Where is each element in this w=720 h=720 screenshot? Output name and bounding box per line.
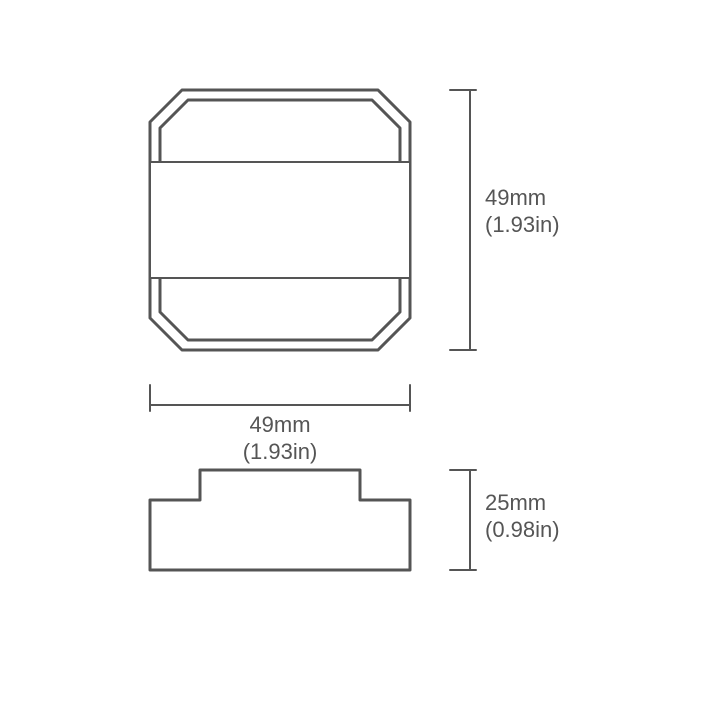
side-view: [150, 470, 410, 570]
dim-width-mm: 49mm: [249, 412, 310, 437]
dim-depth-mm: 25mm: [485, 490, 546, 515]
dim-height-mm: 49mm: [485, 185, 546, 210]
dim-height-in: (1.93in): [485, 212, 560, 237]
dim-depth-in: (0.98in): [485, 517, 560, 542]
top-view: [150, 90, 410, 350]
dim-width-in: (1.93in): [243, 439, 318, 464]
